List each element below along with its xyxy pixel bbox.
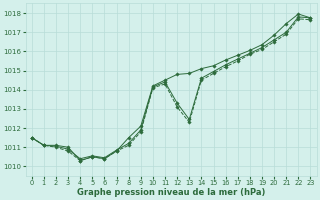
X-axis label: Graphe pression niveau de la mer (hPa): Graphe pression niveau de la mer (hPa)	[77, 188, 265, 197]
